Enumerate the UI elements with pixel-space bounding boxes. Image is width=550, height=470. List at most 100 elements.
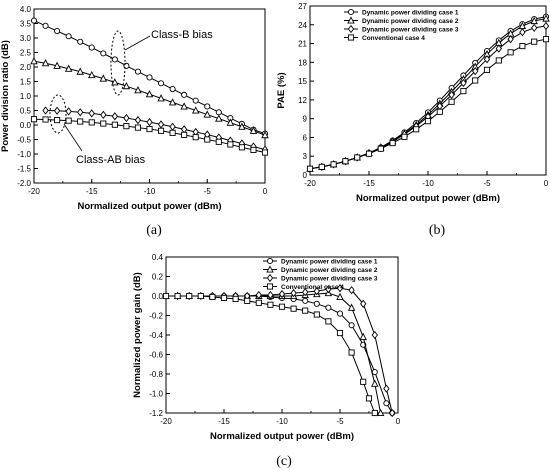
y-tick-label: 4.0 [20,5,32,14]
series-line [309,25,547,170]
data-point [191,106,200,114]
data-point [88,109,95,118]
data-point [318,163,325,170]
data-point [278,289,286,299]
legend-marker [347,24,355,34]
data-point [542,21,550,31]
data-point [325,318,332,325]
y-tick-label: 21 [298,40,307,49]
y-tick-label: -0.5 [17,136,31,145]
data-point [134,86,142,94]
data-point [146,74,153,81]
x-tick-label: -15 [363,179,375,188]
data-point [157,94,165,102]
data-point [348,349,355,356]
data-point [360,378,367,385]
y-tick-label: -0.2 [149,312,163,321]
y-axis-label: PAE (%) [276,72,287,108]
legend-label: Dynamic power dividing case 2 [362,18,459,25]
data-point [204,103,211,110]
caption-b: (b) [429,223,446,238]
class-ab-ellipse [49,94,67,134]
legend-marker [347,16,355,24]
x-tick-label: 0 [263,187,268,196]
data-point [507,49,514,56]
legend-marker [347,34,355,41]
data-point [371,409,378,417]
data-point [99,74,108,82]
data-point [261,149,269,156]
data-point [204,136,211,143]
y-axis-label: Power division ratio (dB) [0,40,11,152]
data-point [88,119,95,126]
y-tick-label: 2.0 [20,63,32,72]
data-point [313,300,320,307]
series-2 [30,57,269,139]
data-point [203,110,211,118]
legend-label: Dynamic power dividing case 3 [281,276,378,283]
y-tick-label: 6 [303,133,308,142]
data-point [111,112,119,121]
data-point [180,102,188,110]
x-tick-label: -15 [218,417,230,426]
data-point [53,106,61,115]
data-point [255,299,262,306]
y-tick-label: -1.2 [149,409,163,418]
data-point [531,38,538,45]
legend-label: Dynamic power dividing case 2 [281,267,378,274]
data-point [249,126,258,134]
y-tick-label: 0.4 [152,253,164,262]
y-tick-label: 24 [298,21,307,30]
data-point [157,120,165,129]
data-point [53,61,61,69]
data-point [157,80,165,87]
data-point [54,117,61,124]
series-3 [306,21,550,173]
x-tick-label: 0 [396,417,401,426]
data-point [226,118,235,126]
data-point [30,17,38,24]
y-tick-label: -0.8 [149,370,163,379]
data-point [255,290,262,300]
y-tick-label: 0.5 [20,107,32,116]
data-point [54,27,61,35]
data-point [192,97,199,104]
data-point [460,88,467,95]
data-point [460,78,467,88]
data-point [145,90,154,98]
x-tick-label: -10 [422,179,434,188]
data-point [30,116,38,123]
legend-label: Dynamic power dividing case 1 [281,259,378,266]
y-tick-label: 9 [303,115,308,124]
data-point [186,292,193,300]
legend-label: Conventional case 4 [362,35,425,42]
data-point [383,400,390,407]
data-point [359,332,367,340]
data-point [220,294,228,302]
data-point [100,120,107,127]
y-tick-label: 0.0 [152,292,164,301]
data-point [181,131,188,138]
class-b-leader [124,35,151,51]
y-tick-label: 1.5 [20,78,32,87]
y-tick-label: 15 [298,77,307,86]
data-point [215,114,223,122]
legend-marker [266,273,274,283]
legend-label: Dynamic power dividing case 1 [362,10,459,17]
data-point [313,286,320,296]
data-point [302,287,309,297]
data-point [448,90,455,100]
data-point [42,116,49,123]
data-point [123,113,130,123]
data-point [371,330,378,340]
data-point [383,384,390,393]
data-point [169,122,176,131]
data-point [401,133,408,140]
data-point [77,108,84,117]
x-axis-label: Normalized output power (dBm) [210,431,354,442]
data-point [76,67,84,75]
data-point [232,295,239,302]
panel-c-chart: -20 -15 -10 -5 0 -1.2 -1.0 -0.8 -0.6 -0.4 -0.2 0.0 0… [132,253,401,442]
legend-label: Dynamic power dividing case 3 [362,27,459,34]
